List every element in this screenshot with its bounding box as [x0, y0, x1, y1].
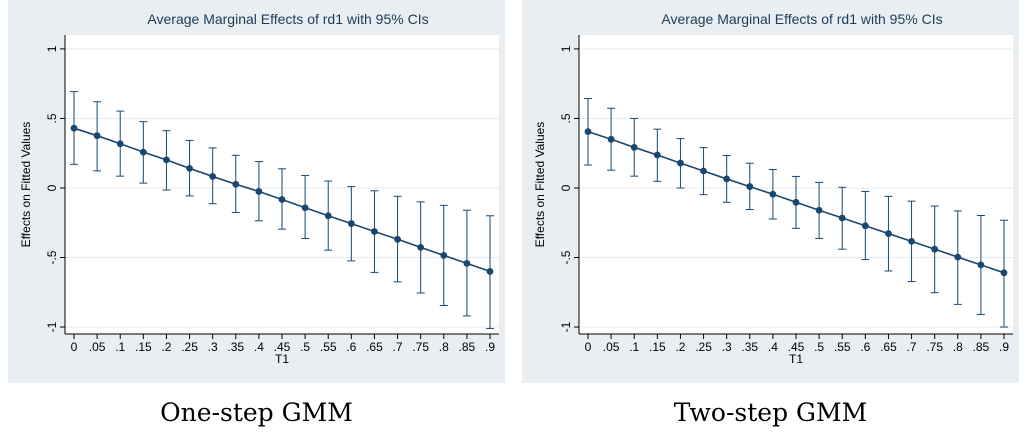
data-point	[977, 261, 985, 269]
x-tick-label: .8	[953, 340, 963, 354]
data-point	[116, 140, 124, 148]
data-point	[301, 204, 309, 212]
data-point	[209, 173, 217, 180]
y-tick-label: 0	[559, 184, 573, 191]
y-axis-label: Effects on Fitted Values	[533, 122, 547, 248]
data-point	[463, 259, 471, 267]
x-tick-label: .6	[860, 340, 870, 354]
x-tick-label: .3	[722, 340, 732, 354]
x-tick-label: .2	[675, 340, 685, 354]
chart-svg-two-step: Average Marginal Effects of rd1 with 95%…	[522, 0, 1019, 383]
x-tick-label: .35	[227, 340, 244, 354]
chart-svg-one-step: Average Marginal Effects of rd1 with 95%…	[8, 0, 505, 383]
data-point	[1000, 269, 1008, 277]
data-point	[723, 175, 731, 183]
x-tick-label: .15	[649, 340, 666, 354]
x-tick-label: .05	[89, 340, 106, 354]
data-point	[324, 212, 332, 220]
x-tick-label: .5	[814, 340, 824, 354]
y-axis-label: Effects on Fitted Values	[19, 122, 33, 248]
x-tick-label: .55	[320, 340, 337, 354]
x-tick-label: .1	[115, 340, 125, 354]
x-tick-label: .9	[485, 340, 495, 354]
data-point	[394, 235, 401, 243]
x-tick-label: .5	[300, 340, 310, 354]
x-tick-label: .1	[629, 340, 639, 354]
x-tick-label: .05	[603, 340, 620, 354]
data-point	[440, 252, 448, 259]
data-point	[677, 159, 684, 167]
x-tick-label: 0	[71, 340, 78, 354]
data-point	[815, 206, 823, 214]
data-point	[908, 237, 915, 245]
x-tick-label: .55	[834, 340, 851, 354]
data-point	[417, 243, 425, 251]
data-point	[255, 188, 263, 195]
x-tick-label: .4	[768, 340, 778, 354]
caption-two-step: Two-step GMM	[673, 398, 868, 427]
chart-panel-two-step: Average Marginal Effects of rd1 with 95%…	[522, 0, 1019, 383]
y-tick-label: -1	[45, 321, 59, 332]
data-point	[278, 196, 286, 203]
x-tick-label: .15	[135, 340, 152, 354]
data-point	[954, 253, 962, 261]
y-tick-label: 0	[45, 184, 59, 191]
x-axis-label: T1	[789, 352, 803, 366]
data-point	[232, 180, 240, 188]
data-point	[885, 230, 892, 237]
x-tick-label: .2	[161, 340, 171, 354]
data-point	[163, 156, 170, 164]
y-tick-label: -1	[559, 321, 573, 332]
data-point	[861, 222, 869, 230]
data-point	[486, 268, 494, 275]
y-tick-label: 1	[45, 45, 59, 52]
data-point	[931, 245, 939, 253]
x-tick-label: .85	[459, 340, 476, 354]
x-tick-label: .9	[999, 340, 1009, 354]
x-tick-label: .25	[181, 340, 198, 354]
data-point	[607, 135, 615, 143]
x-tick-label: .45	[788, 340, 805, 354]
x-tick-label: .8	[439, 340, 449, 354]
data-point	[746, 183, 754, 190]
data-point	[792, 198, 800, 206]
y-tick-label: -.5	[45, 250, 59, 264]
x-tick-label: .25	[695, 340, 712, 354]
data-point	[838, 214, 846, 222]
data-point	[139, 148, 147, 156]
x-tick-label: .7	[907, 340, 917, 354]
x-tick-label: .4	[254, 340, 264, 354]
data-point	[371, 228, 378, 235]
data-point	[70, 124, 78, 132]
data-point	[653, 151, 661, 159]
x-tick-label: .35	[741, 340, 758, 354]
y-tick-label: .5	[45, 113, 59, 123]
data-point	[700, 167, 707, 175]
data-point	[630, 143, 638, 151]
data-point	[769, 190, 777, 198]
x-tick-label: .6	[346, 340, 356, 354]
x-tick-label: .3	[208, 340, 218, 354]
chart-title: Average Marginal Effects of rd1 with 95%…	[661, 11, 942, 27]
data-point	[186, 164, 193, 172]
y-tick-label: 1	[559, 45, 573, 52]
data-point	[347, 220, 355, 227]
caption-one-step: One-step GMM	[160, 398, 353, 427]
chart-panel-one-step: Average Marginal Effects of rd1 with 95%…	[8, 0, 505, 383]
data-point	[584, 128, 592, 136]
x-tick-label: .45	[274, 340, 291, 354]
x-tick-label: .65	[366, 340, 383, 354]
x-tick-label: .7	[393, 340, 403, 354]
y-tick-label: .5	[559, 113, 573, 123]
x-tick-label: .85	[973, 340, 990, 354]
x-tick-label: .75	[412, 340, 429, 354]
x-tick-label: .75	[926, 340, 943, 354]
x-axis-label: T1	[275, 352, 289, 366]
chart-title: Average Marginal Effects of rd1 with 95%…	[147, 11, 428, 27]
data-point	[93, 132, 101, 140]
x-tick-label: .65	[880, 340, 897, 354]
x-tick-label: 0	[585, 340, 592, 354]
y-tick-label: -.5	[559, 250, 573, 264]
